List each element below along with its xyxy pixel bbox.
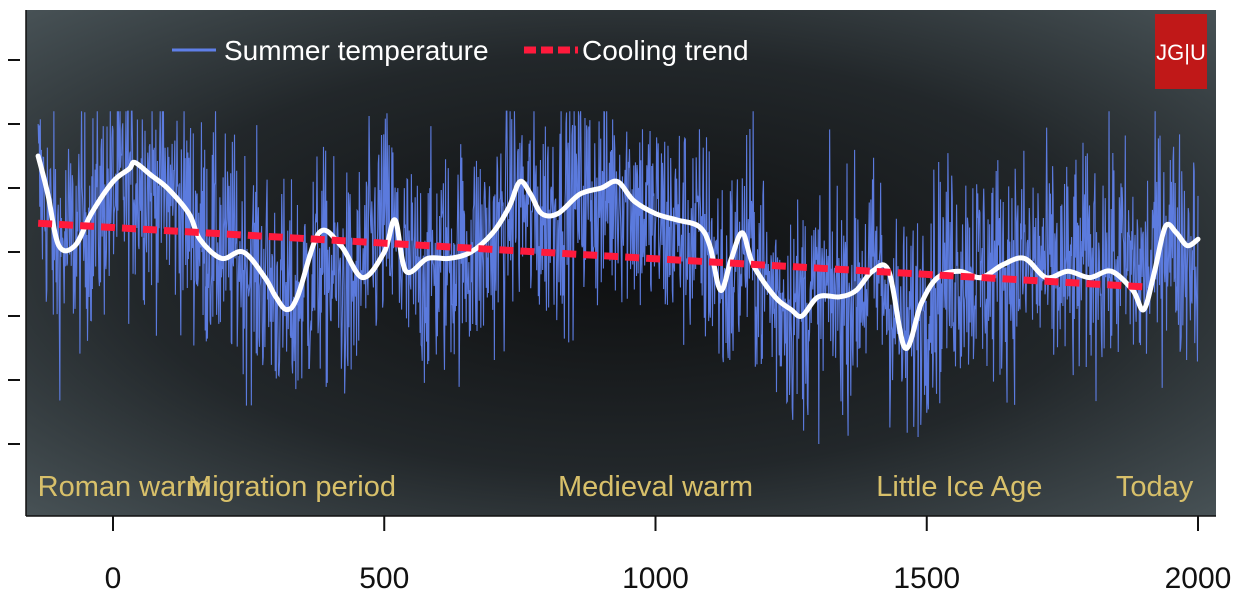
logo-box [1155,14,1207,89]
x-tick-label: 1500 [893,562,960,591]
period-label: Medieval warm [558,471,753,503]
series-layer [35,153,1201,351]
series-line-smoothed [35,153,1201,351]
series-line-cooling-trend [37,219,1150,291]
x-tick-label: 2000 [1165,562,1232,591]
series-line-summer-temperature [37,110,1199,445]
period-label: Little Ice Age [876,471,1042,503]
legend-label-temperature: Summer temperature [224,35,489,66]
logo-text: JG|U [1156,40,1206,65]
x-tick-label: 1000 [622,562,689,591]
legend-label-trend: Cooling trend [582,35,749,66]
x-tick-label: 0 [105,562,122,591]
legend: Summer temperature Cooling trend [172,35,749,66]
period-label: Today [1116,471,1194,503]
x-tick-label: 500 [359,562,409,591]
period-label: Roman warm [38,471,210,503]
period-label: Migration period [188,471,396,503]
axis-layer: 0 500 1000 1500 2000 [8,10,1231,591]
logo: JG|U [1155,14,1207,89]
annual-temperature-layer [37,110,1199,445]
